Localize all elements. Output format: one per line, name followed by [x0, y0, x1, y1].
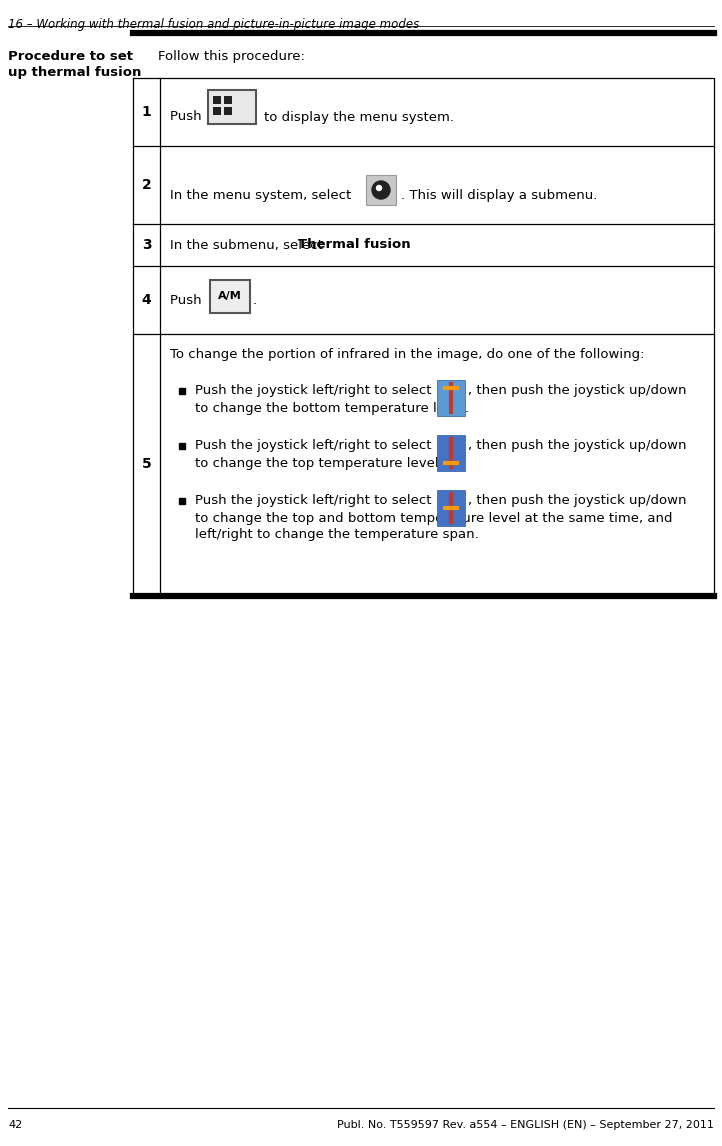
- Text: 1: 1: [142, 105, 152, 119]
- Text: to display the menu system.: to display the menu system.: [264, 110, 454, 124]
- Bar: [208, 91, 256, 124]
- Text: .: .: [380, 238, 384, 251]
- Text: 2: 2: [142, 178, 152, 193]
- Text: left/right to change the temperature span.: left/right to change the temperature spa…: [195, 528, 479, 541]
- Text: to change the top temperature level.: to change the top temperature level.: [195, 457, 443, 470]
- Text: To change the portion of infrared in the image, do one of the following:: To change the portion of infrared in the…: [170, 348, 645, 361]
- Text: Push: Push: [170, 293, 206, 306]
- Text: Push: Push: [170, 110, 206, 124]
- Bar: [366, 175, 396, 205]
- Bar: [224, 107, 232, 115]
- Text: to change the top and bottom temperature level at the same time, and: to change the top and bottom temperature…: [195, 512, 672, 525]
- Bar: [437, 490, 465, 526]
- Text: Push the joystick left/right to select: Push the joystick left/right to select: [195, 439, 436, 452]
- Text: , then push the joystick up/down: , then push the joystick up/down: [468, 384, 687, 397]
- Circle shape: [372, 181, 390, 199]
- Circle shape: [376, 186, 381, 190]
- Text: . This will display a submenu.: . This will display a submenu.: [401, 188, 597, 202]
- Text: Thermal fusion: Thermal fusion: [298, 238, 411, 251]
- Text: to change the bottom temperature level.: to change the bottom temperature level.: [195, 402, 469, 415]
- Bar: [437, 380, 465, 416]
- Text: In the submenu, select: In the submenu, select: [170, 238, 327, 251]
- Text: Push the joystick left/right to select: Push the joystick left/right to select: [195, 494, 436, 507]
- Text: Publ. No. T559597 Rev. a554 – ENGLISH (EN) – September 27, 2011: Publ. No. T559597 Rev. a554 – ENGLISH (E…: [337, 1120, 714, 1130]
- Text: 16 – Working with thermal fusion and picture-in-picture image modes: 16 – Working with thermal fusion and pic…: [8, 18, 419, 31]
- Text: In the menu system, select: In the menu system, select: [170, 188, 355, 202]
- Text: A/M: A/M: [218, 291, 242, 301]
- Bar: [210, 280, 250, 313]
- Text: Follow this procedure:: Follow this procedure:: [158, 50, 305, 63]
- Bar: [213, 96, 221, 104]
- Bar: [224, 96, 232, 104]
- Text: 3: 3: [142, 238, 152, 252]
- Bar: [213, 107, 221, 115]
- Text: Procedure to set: Procedure to set: [8, 50, 133, 63]
- Text: Push the joystick left/right to select: Push the joystick left/right to select: [195, 384, 436, 397]
- Text: 5: 5: [142, 457, 152, 471]
- Text: , then push the joystick up/down: , then push the joystick up/down: [468, 439, 687, 452]
- Text: .: .: [253, 293, 257, 306]
- Bar: [437, 435, 465, 471]
- Text: , then push the joystick up/down: , then push the joystick up/down: [468, 494, 687, 507]
- Text: 42: 42: [8, 1120, 22, 1130]
- Text: 4: 4: [142, 293, 152, 307]
- Text: up thermal fusion: up thermal fusion: [8, 66, 142, 79]
